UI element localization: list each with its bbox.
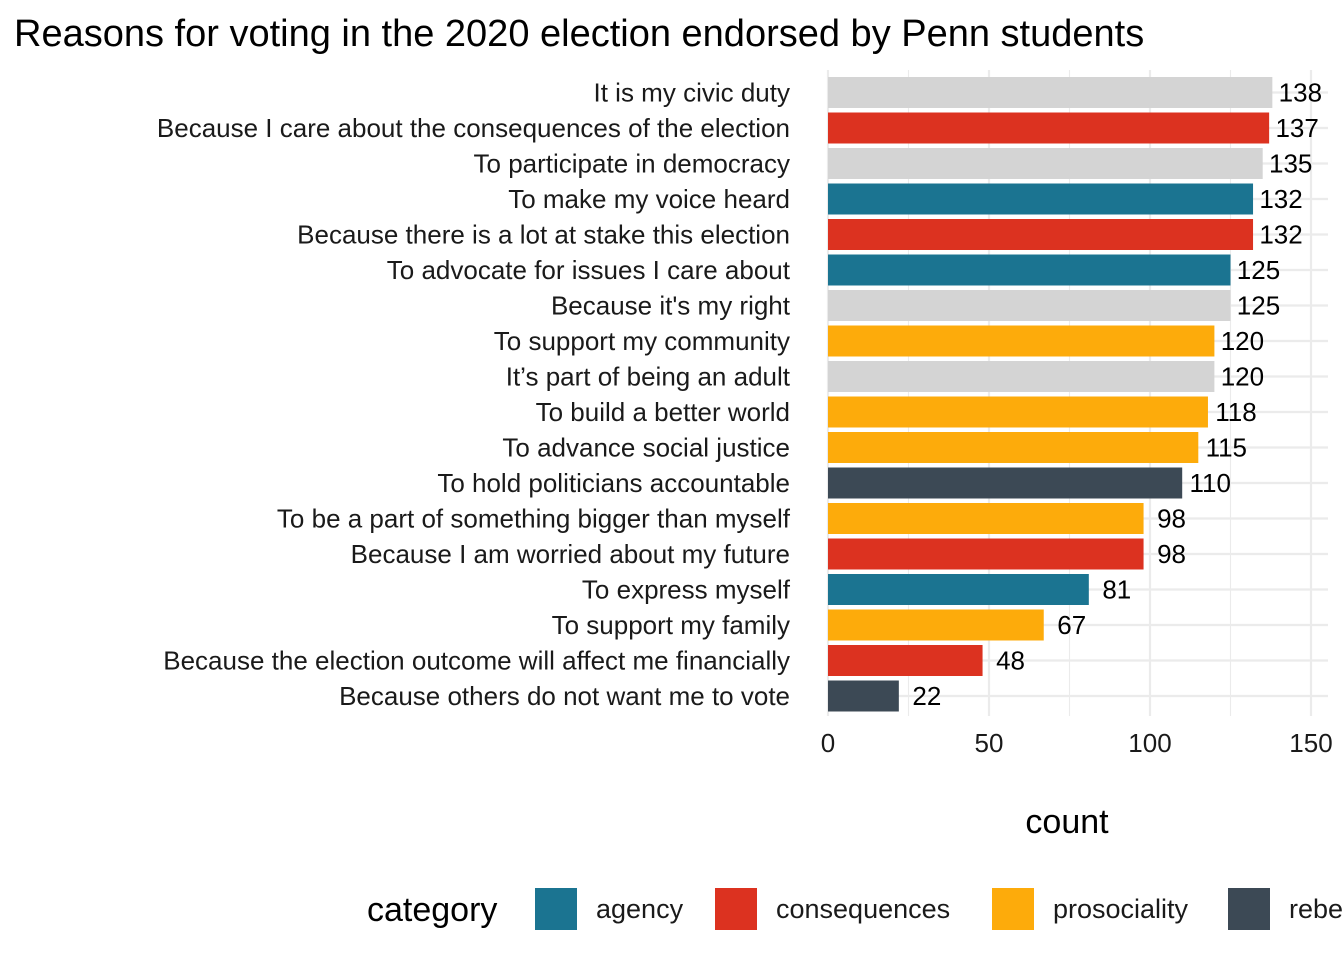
bar: [828, 468, 1182, 499]
category-label: Because I am worried about my future: [351, 539, 790, 569]
x-tick-label: 100: [1128, 728, 1171, 758]
value-label: 67: [1057, 610, 1086, 640]
bar: [828, 326, 1214, 357]
bar: [828, 432, 1198, 463]
bar: [828, 148, 1263, 179]
bar: [828, 113, 1269, 144]
value-label: 132: [1259, 184, 1302, 214]
category-label: It is my civic duty: [594, 78, 790, 108]
value-label: 118: [1215, 397, 1256, 427]
value-label: 110: [1189, 468, 1230, 498]
bars: [828, 77, 1272, 712]
category-label: Because there is a lot at stake this ele…: [297, 220, 790, 250]
x-tick-label: 50: [975, 728, 1004, 758]
bar: [828, 290, 1231, 321]
bar: [828, 503, 1144, 534]
value-label: 98: [1157, 504, 1186, 534]
category-label: Because I care about the consequences of…: [157, 113, 790, 143]
bar: [828, 681, 899, 712]
legend-label: prosociality: [1053, 894, 1189, 924]
bar: [828, 184, 1253, 215]
legend-key: [1228, 888, 1270, 930]
value-label: 125: [1237, 255, 1280, 285]
category-label: To express myself: [582, 575, 791, 605]
value-label: 120: [1221, 362, 1264, 392]
category-label: To support my family: [552, 610, 790, 640]
legend-title: category: [367, 891, 497, 929]
category-label: To be a part of something bigger than my…: [277, 504, 791, 534]
category-label: To participate in democracy: [474, 149, 790, 179]
category-label: Because the election outcome will affect…: [163, 646, 790, 676]
category-label: To advance social justice: [502, 433, 790, 463]
bar: [828, 397, 1208, 428]
value-label: 135: [1269, 149, 1312, 179]
x-axis-ticks: 0 50 100 150: [821, 728, 1333, 758]
x-axis-title: count: [1025, 803, 1109, 841]
legend-label: consequences: [776, 894, 950, 924]
category-label: Because it's my right: [551, 291, 791, 321]
category-label: To support my community: [494, 326, 790, 356]
bar: [828, 255, 1231, 286]
legend-label: agency: [596, 894, 684, 924]
value-label: 22: [912, 681, 941, 711]
bar: [828, 77, 1272, 108]
legend-label: rebellion: [1289, 894, 1344, 924]
category-label: To advocate for issues I care about: [387, 255, 791, 285]
chart-title: Reasons for voting in the 2020 election …: [14, 13, 1144, 55]
bar: [828, 645, 983, 676]
value-label: 132: [1259, 220, 1302, 250]
category-label: To build a better world: [536, 397, 790, 427]
value-label: 120: [1221, 326, 1264, 356]
category-label: To hold politicians accountable: [437, 468, 790, 498]
value-label: 125: [1237, 291, 1280, 321]
category-labels: It is my civic duty Because I care about …: [157, 78, 791, 712]
bar: [828, 361, 1214, 392]
legend-key: [992, 888, 1034, 930]
legend-key: [715, 888, 757, 930]
category-label: To make my voice heard: [508, 184, 790, 214]
category-label: It’s part of being an adult: [506, 362, 791, 392]
x-tick-label: 0: [821, 728, 835, 758]
bar: [828, 610, 1044, 641]
legend-key: [535, 888, 577, 930]
legend: category agency consequences prosociality r…: [367, 888, 1344, 930]
value-label: 137: [1275, 113, 1318, 143]
bar: [828, 219, 1253, 250]
value-label: 48: [996, 646, 1025, 676]
value-label: 115: [1206, 433, 1247, 463]
x-tick-label: 150: [1289, 728, 1332, 758]
value-label: 81: [1102, 575, 1131, 605]
bar: [828, 574, 1089, 605]
bar: [828, 539, 1144, 570]
value-label: 138: [1279, 78, 1322, 108]
category-label: Because others do not want me to vote: [339, 681, 790, 711]
value-label: 98: [1157, 539, 1186, 569]
